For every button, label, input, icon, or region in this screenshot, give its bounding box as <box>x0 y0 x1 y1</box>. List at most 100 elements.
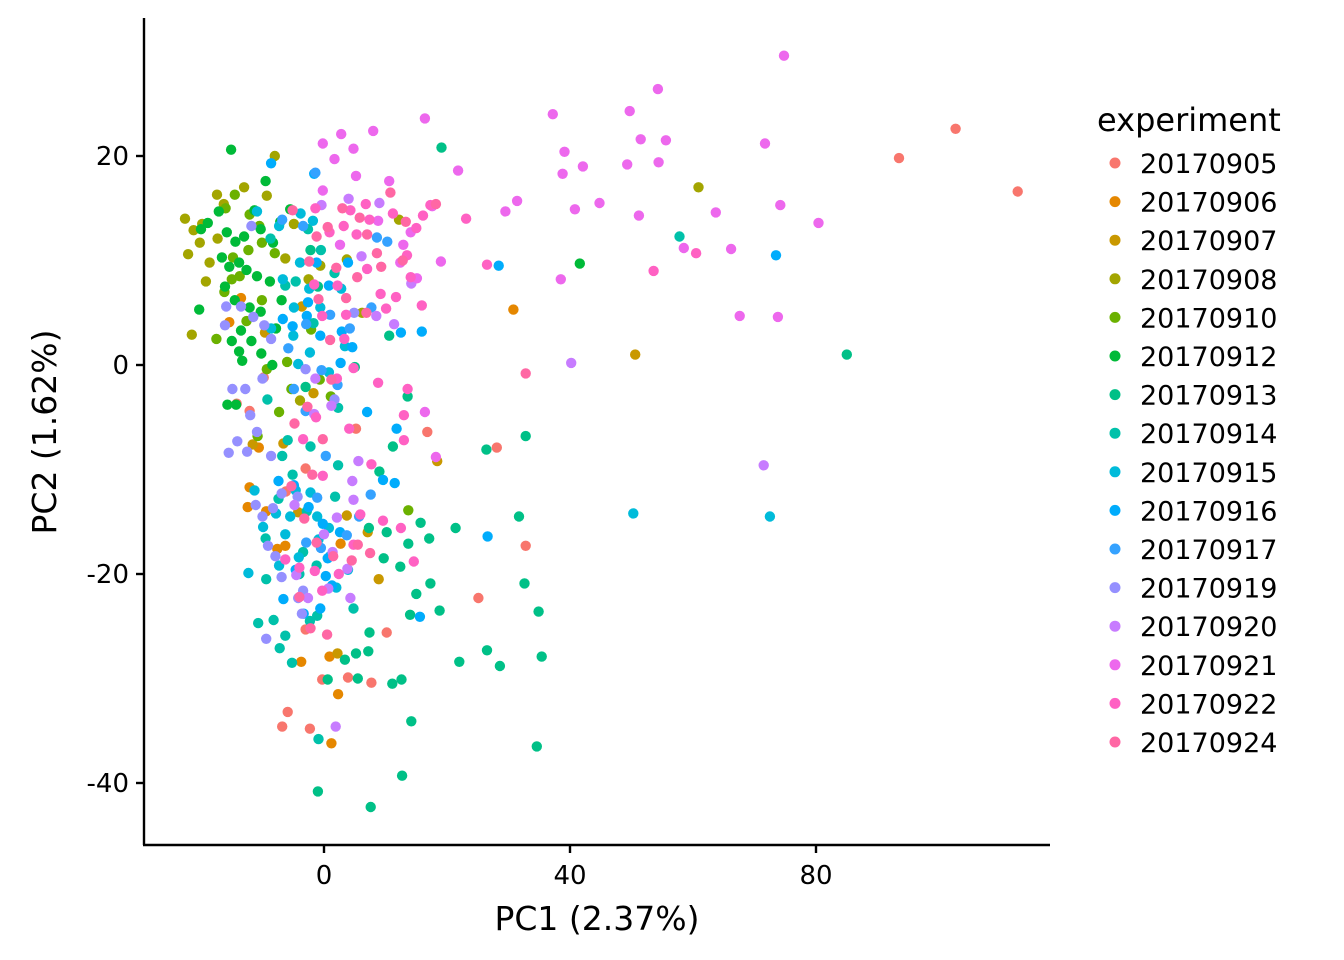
point-20170917-4 <box>382 236 393 247</box>
legend-key-20170919 <box>1109 582 1121 594</box>
point-20170910-0 <box>229 189 240 200</box>
point-20170906-2 <box>242 501 253 513</box>
point-20170921-12 <box>635 134 646 145</box>
point-20170913-10 <box>350 648 362 659</box>
point-20170910-7 <box>243 244 254 256</box>
point-20170910-22 <box>211 333 222 345</box>
point-20170912-9 <box>260 175 271 187</box>
point-20170913-26 <box>424 533 435 544</box>
point-20170920-22 <box>330 721 341 732</box>
point-20170910-11 <box>256 295 268 306</box>
point-20170912-34 <box>574 258 585 269</box>
point-20170920-24 <box>289 499 300 511</box>
point-20170912-10 <box>216 252 228 263</box>
point-20170914-30 <box>265 233 276 244</box>
point-20170908-10 <box>186 329 197 340</box>
point-20170913-20 <box>411 588 422 600</box>
point-20170913-2 <box>396 770 408 781</box>
point-20170912-2 <box>202 217 213 229</box>
point-20170913-21 <box>425 578 436 589</box>
series-20170913 <box>300 142 852 813</box>
point-20170924-17 <box>311 231 322 242</box>
legend-item-20170910: 20170910 <box>1109 303 1277 334</box>
point-20170915-1 <box>764 511 776 522</box>
point-20170916-31 <box>315 603 326 614</box>
point-20170919-19 <box>270 551 281 562</box>
point-20170924-10 <box>340 292 352 304</box>
point-20170912-3 <box>195 224 207 235</box>
point-20170921-8 <box>317 138 328 149</box>
point-20170912-5 <box>230 236 241 247</box>
point-20170913-7 <box>396 674 407 685</box>
legend-label-20170924: 20170924 <box>1140 728 1277 759</box>
point-20170913-9 <box>363 646 374 657</box>
series-20170919 <box>219 220 360 644</box>
point-20170916-11 <box>342 257 354 268</box>
point-20170905-1 <box>950 123 961 134</box>
point-20170916-1 <box>265 158 277 169</box>
point-20170922-17 <box>390 291 402 303</box>
point-20170921-20 <box>813 217 824 229</box>
point-20170920-3 <box>371 310 382 322</box>
point-20170905-6 <box>473 592 484 604</box>
point-20170924-32 <box>305 623 316 634</box>
legend-key-20170905 <box>1109 157 1121 169</box>
point-20170906-8 <box>324 651 335 662</box>
point-20170917-18 <box>312 492 323 503</box>
point-20170919-11 <box>251 426 263 438</box>
point-20170913-19 <box>404 609 416 620</box>
point-20170913-38 <box>436 142 447 153</box>
point-20170922-2 <box>481 259 493 270</box>
point-20170914-16 <box>287 469 298 480</box>
legend-label-20170906: 20170906 <box>1140 188 1277 219</box>
legend-key-20170916 <box>1109 504 1121 516</box>
point-20170924-19 <box>354 212 365 223</box>
point-20170917-17 <box>341 530 352 541</box>
legend-label-20170908: 20170908 <box>1140 265 1277 296</box>
point-20170915-8 <box>285 511 296 522</box>
point-20170915-18 <box>277 274 288 285</box>
point-20170921-41 <box>334 239 346 250</box>
point-20170916-9 <box>277 313 288 325</box>
point-20170921-18 <box>759 138 771 149</box>
point-20170924-16 <box>287 205 298 216</box>
point-20170922-15 <box>332 280 343 291</box>
point-20170913-4 <box>406 716 417 727</box>
point-20170922-22 <box>361 263 373 275</box>
point-20170916-18 <box>391 423 402 434</box>
point-20170916-16 <box>347 342 358 353</box>
point-20170914-21 <box>332 460 344 471</box>
point-20170906-11 <box>335 538 346 549</box>
point-20170908-14 <box>280 253 291 264</box>
point-20170919-23 <box>296 608 308 619</box>
point-20170907-0 <box>630 349 641 360</box>
point-20170924-23 <box>289 418 300 429</box>
point-20170921-22 <box>725 243 737 255</box>
point-20170910-19 <box>273 406 285 418</box>
point-20170924-25 <box>286 481 297 492</box>
point-20170919-12 <box>241 446 253 457</box>
point-20170922-35 <box>310 412 322 423</box>
point-20170914-1 <box>313 733 324 745</box>
point-20170919-27 <box>276 488 287 499</box>
legend-item-20170919: 20170919 <box>1109 574 1277 605</box>
legend-label-20170922: 20170922 <box>1140 689 1277 720</box>
point-20170922-46 <box>294 562 305 573</box>
point-20170922-9 <box>345 205 356 216</box>
point-20170915-26 <box>304 347 316 358</box>
point-20170920-15 <box>331 512 343 523</box>
legend-label-20170907: 20170907 <box>1140 226 1277 257</box>
point-20170920-5 <box>356 251 367 262</box>
series-20170922 <box>280 198 702 596</box>
point-20170924-21 <box>302 401 313 412</box>
legend-label-20170905: 20170905 <box>1140 149 1277 180</box>
point-20170924-7 <box>397 255 408 266</box>
point-20170912-25 <box>267 359 278 371</box>
legend-label-20170919: 20170919 <box>1140 574 1277 605</box>
point-20170905-4 <box>491 442 502 453</box>
point-20170919-29 <box>300 364 311 375</box>
legend-item-20170907: 20170907 <box>1109 226 1277 257</box>
point-20170907-11 <box>341 510 352 521</box>
point-20170914-0 <box>674 231 685 242</box>
